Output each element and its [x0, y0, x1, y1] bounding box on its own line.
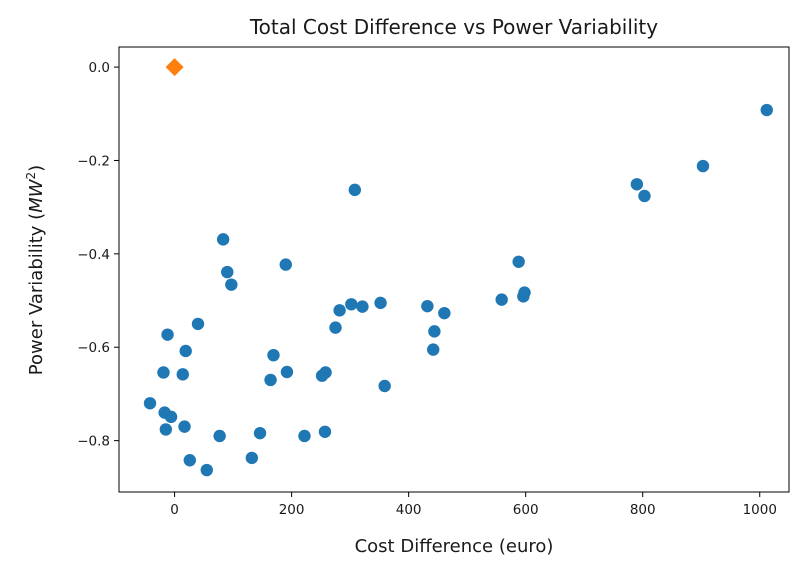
data-point	[225, 278, 238, 291]
data-point	[280, 365, 294, 379]
data-point	[216, 233, 230, 246]
data-point	[517, 290, 530, 303]
x-tick-label: 800	[630, 502, 656, 518]
data-point	[345, 298, 358, 311]
data-point	[191, 317, 205, 331]
data-point	[213, 429, 226, 443]
data-point	[495, 293, 508, 306]
data-point	[157, 366, 170, 379]
y-axis-label: Power Variability (MW2)	[24, 165, 47, 375]
data-point	[348, 183, 362, 197]
data-point	[267, 348, 280, 362]
data-point	[378, 379, 391, 393]
data-point	[143, 397, 157, 410]
chart-title: Total Cost Difference vs Power Variabili…	[249, 15, 658, 39]
plot-area	[143, 58, 773, 477]
x-axis-label: Cost Difference (euro)	[355, 536, 554, 557]
data-point	[760, 103, 773, 117]
x-tick-label: 1000	[743, 502, 777, 518]
data-point	[164, 410, 178, 424]
data-point	[264, 373, 277, 387]
y-tick-label: −0.4	[77, 247, 110, 263]
data-point	[638, 189, 651, 203]
x-tick-label: 0	[170, 502, 179, 518]
data-point	[161, 328, 174, 341]
data-point	[179, 344, 192, 358]
data-point	[245, 451, 259, 465]
data-point	[318, 425, 332, 438]
data-point-diamond	[165, 58, 184, 77]
data-point	[421, 299, 434, 313]
y-axis-label-close: )	[26, 165, 47, 172]
data-point	[438, 306, 451, 320]
y-tick-label: −0.6	[77, 340, 110, 356]
y-tick-label: −0.2	[77, 153, 110, 169]
plot-frame	[118, 46, 790, 493]
data-point	[178, 420, 191, 433]
data-point	[333, 304, 346, 317]
y-axis-label-unit: MW	[26, 178, 47, 213]
data-point	[630, 178, 644, 191]
x-tick-label: 400	[396, 502, 422, 518]
y-tick-label: 0.0	[89, 60, 110, 76]
data-point	[315, 369, 329, 382]
data-point	[427, 343, 440, 356]
data-point	[183, 454, 197, 467]
data-point	[200, 463, 213, 477]
data-point	[176, 368, 189, 381]
data-point	[159, 423, 173, 436]
axis-ticks: 0 200 400 600 800 1000 0.0 −0.2 −0.4 −0.6 −0.8	[77, 60, 777, 518]
data-point	[428, 325, 441, 338]
data-point	[329, 321, 342, 334]
data-point	[221, 265, 234, 279]
data-point	[374, 296, 387, 310]
x-tick-label: 600	[513, 502, 539, 518]
data-point	[253, 426, 267, 440]
data-point	[298, 429, 311, 443]
y-axis-label-sup: 2	[24, 172, 38, 180]
data-point	[512, 255, 525, 268]
y-axis-label-main: Power Variability (	[26, 213, 47, 375]
x-tick-label: 200	[279, 502, 305, 518]
data-point	[696, 159, 710, 173]
y-tick-label: −0.8	[77, 434, 110, 450]
data-point	[356, 300, 369, 313]
data-point	[279, 258, 292, 271]
